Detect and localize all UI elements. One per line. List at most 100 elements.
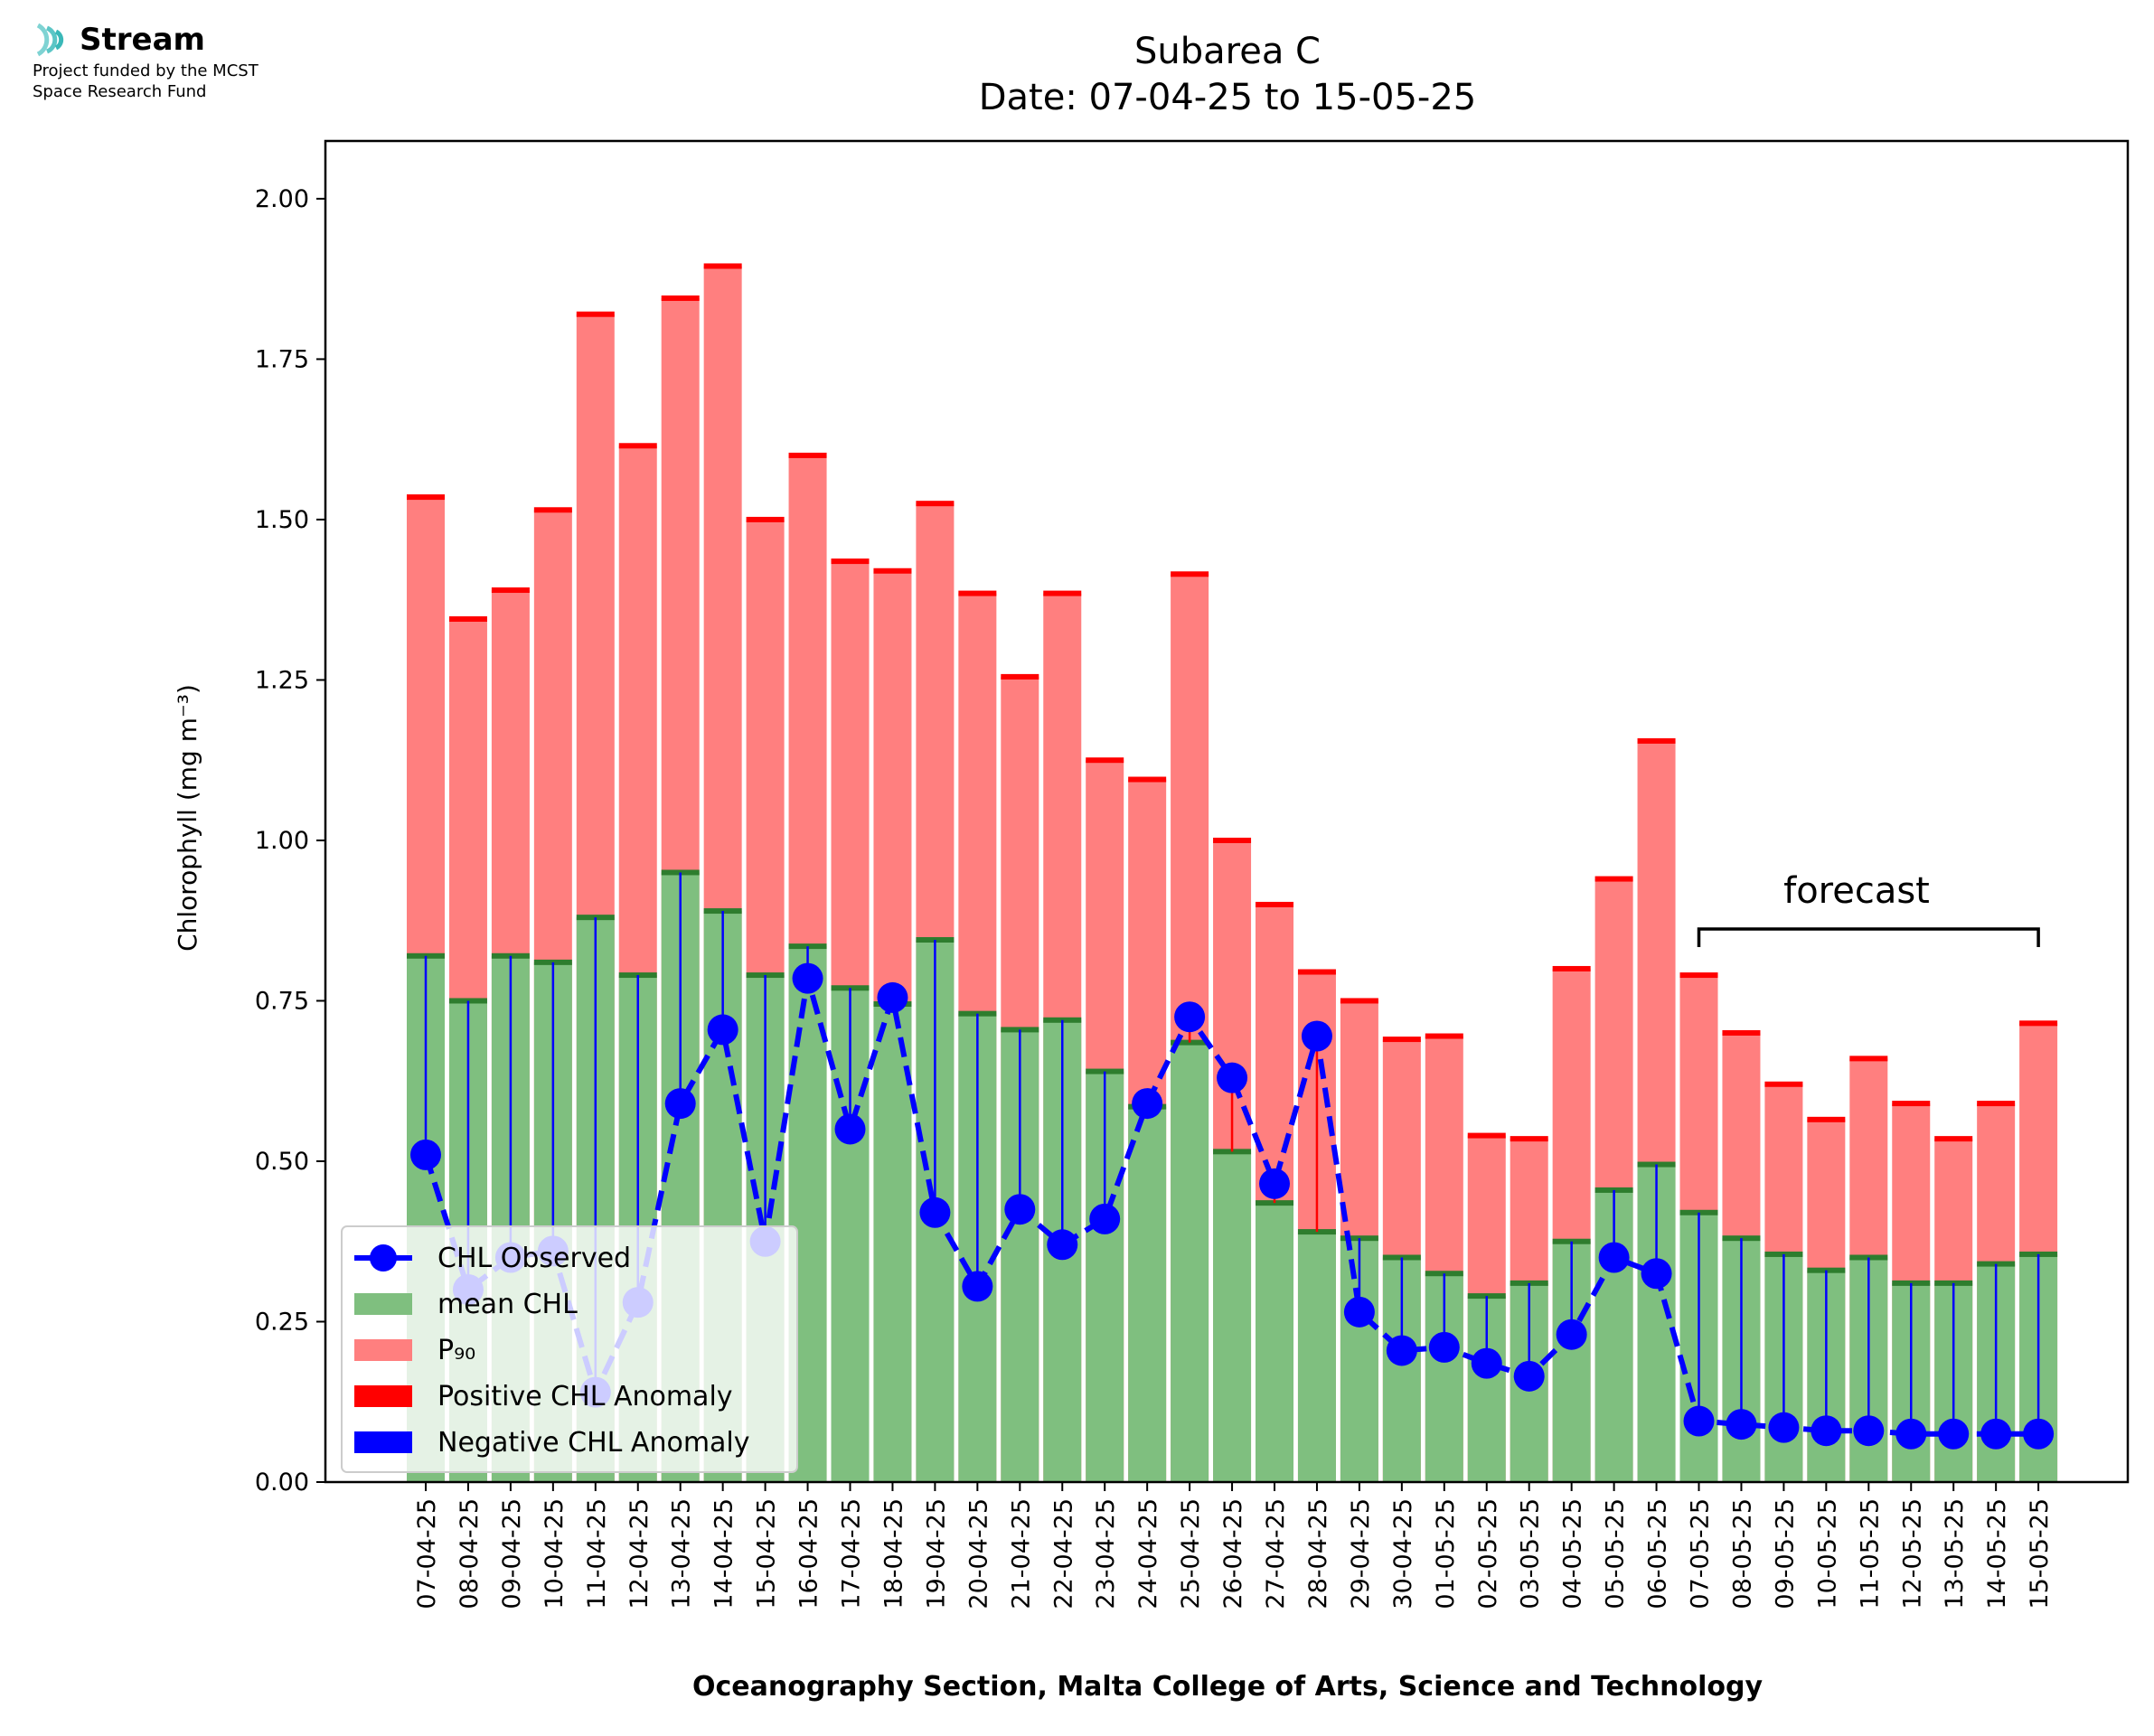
x-tick-label: 02-05-25 [1474, 1498, 1502, 1609]
x-tick-label: 13-04-25 [668, 1498, 696, 1609]
mean-chl-bar [1297, 1232, 1336, 1482]
plot-area: 0.00 0.25 0.50 0.75 1.00 1.25 1.50 1.75 2.00 07-0… [255, 139, 2130, 1609]
p90-bar-cap [661, 295, 700, 301]
chart-title-line2: Date: 07-04-25 to 15-05-25 [979, 77, 1477, 118]
x-tick-label: 06-05-25 [1644, 1498, 1672, 1609]
x-tick-label: 11-05-25 [1856, 1498, 1884, 1609]
x-tick-label: 24-04-25 [1134, 1498, 1162, 1609]
p90-bar-cap [1807, 1116, 1846, 1122]
y-axis-label: Chlorophyll (mg m⁻³) [173, 684, 202, 952]
x-tick-label: 10-04-25 [541, 1498, 569, 1609]
chl-observed-point [1726, 1409, 1757, 1440]
legend-box [341, 1225, 798, 1473]
p90-bar-cap [1594, 876, 1633, 882]
chl-observed-point [664, 1088, 696, 1120]
chl-observed-point [1683, 1405, 1715, 1437]
legend-item-p90: P₉₀ [437, 1335, 475, 1366]
p90-bar-cap [746, 516, 785, 522]
logo-subtitle-line1: Project funded by the MCST [33, 61, 259, 80]
mean-chl-bar [1171, 1042, 1209, 1482]
p90-bar-cap [1213, 837, 1252, 843]
legend-swatch-marker [370, 1244, 397, 1272]
y-tick-label: 0.50 [255, 1148, 309, 1176]
chl-observed-point [1598, 1242, 1630, 1273]
logo: Stream Project funded by the MCST Space … [33, 20, 412, 101]
p90-bar-cap [1043, 590, 1082, 596]
p90-bar-cap [1086, 757, 1124, 764]
x-tick-label: 11-04-25 [583, 1498, 611, 1609]
p90-bar-cap [491, 587, 530, 594]
x-tick-label: 12-04-25 [626, 1498, 654, 1609]
x-tick-label: 07-04-25 [413, 1498, 441, 1609]
p90-bar-cap [1297, 969, 1336, 975]
x-tick-label: 18-04-25 [879, 1498, 908, 1609]
x-tick-label: 14-04-25 [710, 1498, 738, 1609]
chl-observed-point [1089, 1203, 1121, 1234]
legend-swatch [354, 1385, 412, 1407]
x-tick-label: 05-05-25 [1602, 1498, 1630, 1609]
chl-observed-point [1174, 1001, 1206, 1033]
chl-observed-point [1938, 1418, 1970, 1450]
y-tick-label: 0.00 [255, 1469, 309, 1497]
x-tick-label: 09-05-25 [1771, 1498, 1799, 1609]
x-tick-label: 07-05-25 [1687, 1498, 1715, 1609]
chl-observed-point [1513, 1360, 1545, 1392]
p90-bar-cap [1977, 1101, 2016, 1107]
y-tick-label: 1.75 [255, 345, 309, 373]
chl-observed-point [1980, 1418, 2012, 1450]
p90-bar-cap [1001, 673, 1039, 680]
legend: CHL Observed mean CHL P₉₀ Positive CHL Anom… [341, 1225, 798, 1473]
chl-observed-point [410, 1139, 441, 1170]
x-tick-label: 27-04-25 [1262, 1498, 1290, 1609]
chart-title-line1: Subarea C [1134, 31, 1321, 72]
chl-observed-point [834, 1113, 866, 1145]
x-tick-label: 21-04-25 [1007, 1498, 1035, 1609]
mean-chl-bar [1213, 1151, 1252, 1482]
p90-bar-cap [1892, 1101, 1931, 1107]
p90-bar-cap [1764, 1081, 1803, 1087]
x-tick-label: 12-05-25 [1898, 1498, 1926, 1609]
mean-chl-bar [1256, 1203, 1293, 1482]
p90-bar-cap [958, 590, 997, 596]
chl-observed-point [1811, 1415, 1842, 1447]
stream-waves-icon [36, 23, 64, 57]
x-tick-label: 08-05-25 [1728, 1498, 1756, 1609]
chl-observed-point [1556, 1318, 1587, 1350]
x-tick-label: 16-04-25 [795, 1498, 823, 1609]
p90-bar-cap [1849, 1056, 1888, 1062]
forecast-bracket [1697, 927, 2040, 947]
p90-bar-cap [1128, 776, 1167, 783]
y-tick-label: 0.75 [255, 987, 309, 1015]
p90-bar-cap [407, 494, 445, 501]
y-tick-label: 1.25 [255, 666, 309, 694]
y-tick-label: 1.00 [255, 827, 309, 855]
p90-bar-cap [448, 615, 487, 622]
x-tick-label: 20-04-25 [964, 1498, 992, 1609]
chl-observed-point [1641, 1258, 1672, 1290]
p90-bar-cap [1256, 901, 1293, 907]
p90-bar-cap [1934, 1136, 1973, 1142]
chl-observed-point [2023, 1418, 2055, 1450]
y-tick-label: 1.50 [255, 506, 309, 534]
p90-bar-cap [1722, 1029, 1761, 1036]
p90-bar-cap [1382, 1037, 1421, 1043]
p90-bar-cap [1467, 1132, 1506, 1139]
chl-observed-point [1343, 1296, 1375, 1328]
p90-bar-cap [618, 443, 657, 449]
x-tick-label: 09-04-25 [498, 1498, 526, 1609]
x-axis-label: Oceanography Section, Malta College of A… [692, 1671, 1764, 1703]
chl-observed-point [1259, 1168, 1290, 1199]
chl-observed-point [1217, 1062, 1248, 1093]
p90-bar-cap [831, 558, 870, 565]
legend-item-mean-chl: mean CHL [437, 1289, 578, 1320]
chl-observed-point [1895, 1418, 1927, 1450]
p90-bar-cap [1171, 571, 1209, 577]
chl-observed-point [1853, 1415, 1885, 1447]
chl-observed-point [1428, 1331, 1460, 1363]
chl-observed-point [877, 981, 908, 1013]
p90-bar-cap [873, 568, 912, 574]
x-tick-label: 28-04-25 [1304, 1498, 1332, 1609]
x-tick-label: 15-04-25 [753, 1498, 781, 1609]
x-tick-label: 26-04-25 [1219, 1498, 1247, 1609]
x-tick-label: 17-04-25 [838, 1498, 866, 1609]
